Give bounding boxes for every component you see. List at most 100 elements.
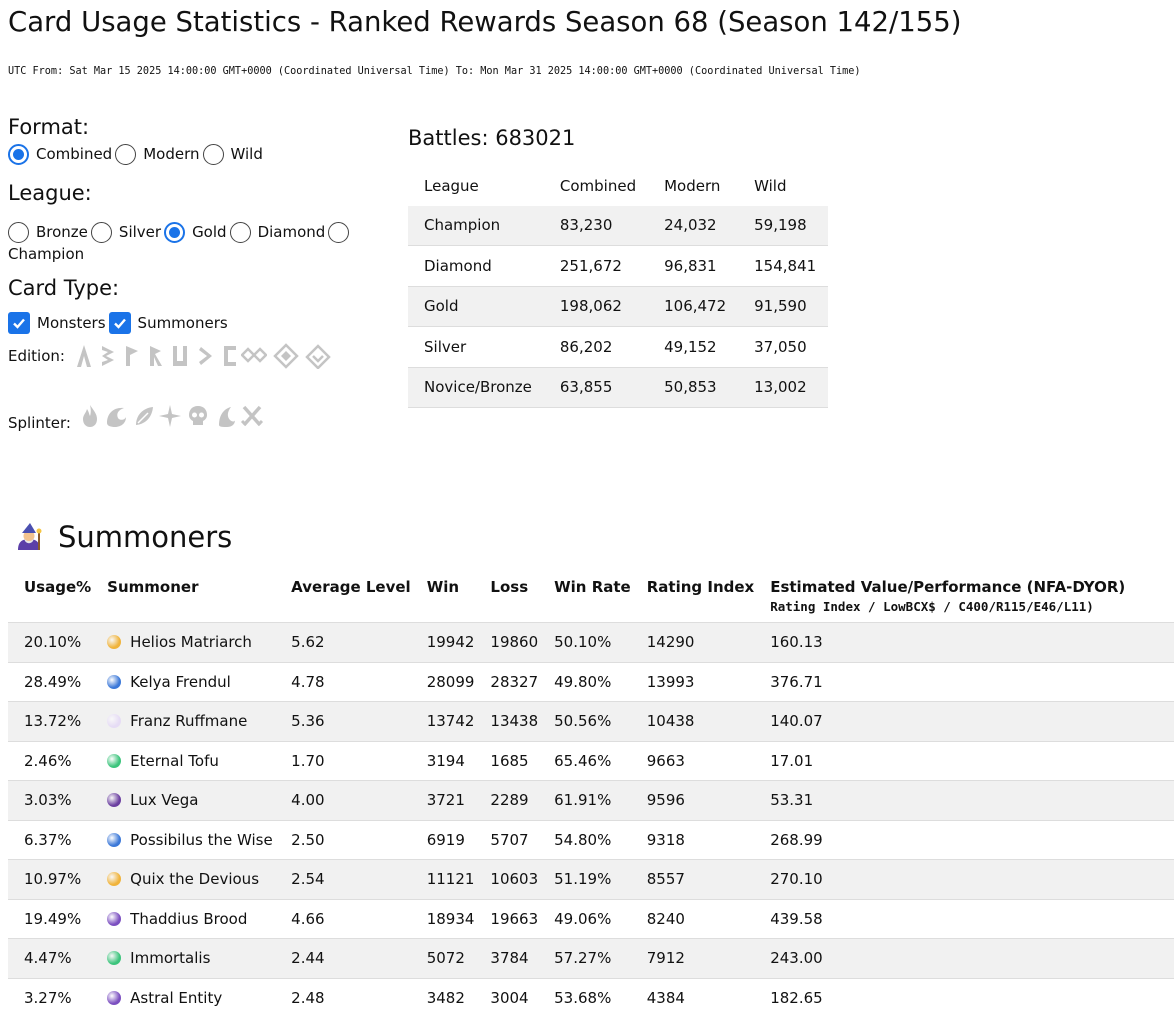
gladius-edition-icon[interactable]	[217, 343, 236, 369]
loss-cell: 2289	[490, 791, 529, 810]
average-level-cell: 2.44	[291, 949, 325, 968]
date-range: UTC From: Sat Mar 15 2025 14:00:00 GMT+0…	[8, 66, 861, 77]
promo-edition-icon[interactable]	[119, 343, 138, 369]
format-option-label: Modern	[143, 145, 200, 163]
neutral-splinter-icon[interactable]	[239, 403, 264, 429]
usage-cell: 2.46%	[24, 751, 72, 770]
dice-edition-icon[interactable]	[193, 343, 212, 369]
win-rate-cell: 51.19%	[554, 870, 612, 889]
win-cell: 3721	[426, 791, 465, 810]
usage-cell: 28.49%	[24, 672, 82, 691]
summoner-name[interactable]: Astral Entity	[130, 988, 223, 1007]
table-row: Champion 83,230 24,032 59,198	[408, 205, 829, 246]
usage-cell: 4.47%	[24, 949, 72, 968]
earth-splinter-icon[interactable]	[131, 403, 153, 429]
format-label: Format:	[8, 115, 90, 139]
table-row: 4.47% Immortalis 2.44 5072 3784 57.27% 7912 243…	[8, 938, 1174, 979]
league-radio-diamond[interactable]	[229, 221, 251, 243]
format-option-combined[interactable]: Combined	[8, 142, 112, 166]
league-radio-gold[interactable]	[164, 221, 186, 243]
format-option-modern[interactable]: Modern	[115, 142, 200, 166]
league-options: Bronze Silver Gold Diamond Champion	[8, 221, 398, 265]
column-header: League	[424, 176, 479, 195]
usage-cell: 13.72%	[24, 712, 82, 731]
win-rate-cell: 50.10%	[554, 633, 612, 652]
untamed-edition-icon[interactable]	[167, 343, 187, 369]
water-splinter-icon[interactable]	[103, 403, 127, 429]
column-header-rating-index[interactable]: Rating Index	[646, 578, 755, 596]
league-option-diamond[interactable]: Diamond	[229, 221, 325, 243]
league-radio-silver[interactable]	[90, 221, 112, 243]
win-cell: 6919	[426, 830, 465, 849]
fire-splinter-icon[interactable]	[77, 403, 99, 429]
column-header-average-level[interactable]: Average Level	[291, 578, 411, 596]
card-type-option-summoners[interactable]: Summoners	[108, 311, 228, 335]
summoner-name[interactable]: Eternal Tofu	[130, 751, 219, 770]
page-title: Card Usage Statistics - Ranked Rewards S…	[8, 6, 962, 38]
summoner-name[interactable]: Possibilus the Wise	[130, 830, 273, 849]
loss-cell: 3784	[490, 949, 529, 968]
summoner-name[interactable]: Kelya Frendul	[130, 672, 231, 691]
beta-edition-icon[interactable]	[95, 343, 114, 369]
format-option-wild[interactable]: Wild	[202, 142, 263, 166]
table-row: 2.46% Eternal Tofu 1.70 3194 1685 65.46% 9663 1…	[8, 741, 1174, 781]
battle-count-cell: 13,002	[754, 378, 807, 397]
format-radio-wild[interactable]	[202, 143, 224, 165]
format-radio-modern[interactable]	[115, 143, 137, 165]
table-row: 3.27% Astral Entity 2.48 3482 3004 53.68% 4384…	[8, 978, 1174, 1017]
format-radio-combined[interactable]	[8, 143, 29, 165]
loss-cell: 19663	[490, 909, 539, 928]
league-option-champion[interactable]	[328, 221, 356, 243]
loss-cell: 10603	[490, 870, 539, 889]
rebellion-edition-icon[interactable]	[305, 343, 331, 370]
loss-cell: 19860	[490, 633, 539, 652]
column-header-win-rate[interactable]: Win Rate	[554, 578, 631, 596]
chaos-legion-edition-icon[interactable]	[240, 343, 268, 369]
summoner-name[interactable]: Immortalis	[130, 949, 211, 968]
league-radio-champion[interactable]	[328, 221, 350, 243]
filter-panel: Format: Combined Modern Wild League: Bro…	[8, 112, 398, 432]
life-splinter-icon[interactable]	[157, 403, 181, 429]
league-option-gold[interactable]: Gold	[164, 221, 227, 243]
loss-cell: 1685	[490, 751, 529, 770]
summoners-checkbox[interactable]	[108, 312, 131, 334]
estimated-value-cell: 140.07	[770, 712, 823, 731]
table-header-row: League Combined Modern Wild	[408, 166, 828, 206]
death-splinter-icon[interactable]	[185, 403, 209, 429]
summoner-cell: Immortalis	[99, 939, 283, 979]
league-option-bronze[interactable]: Bronze	[8, 221, 88, 243]
win-cell: 13742	[426, 712, 475, 731]
average-level-cell: 5.62	[291, 633, 325, 652]
column-header-loss[interactable]: Loss	[490, 578, 529, 596]
card-type-option-monsters[interactable]: Monsters	[8, 311, 106, 335]
rift-watchers-edition-icon[interactable]	[273, 343, 299, 369]
battle-count-cell: 49,152	[664, 337, 717, 356]
battle-count-cell: 83,230	[559, 216, 613, 235]
loss-cell: 5707	[490, 830, 529, 849]
league-battles-table: League Combined Modern Wild Champion 83,2…	[408, 166, 829, 408]
splinter-dot-icon	[107, 635, 122, 650]
column-header-estimated-value[interactable]: Estimated Value/Performance (NFA-DYOR) Ra…	[762, 572, 1174, 623]
column-header-summoner[interactable]: Summoner	[107, 578, 199, 596]
monsters-checkbox[interactable]	[8, 312, 30, 334]
table-row: 28.49% Kelya Frendul 4.78 28099 28327 49.80% 1…	[8, 662, 1174, 702]
summoner-name[interactable]: Thaddius Brood	[130, 909, 248, 928]
alpha-edition-icon[interactable]	[71, 343, 91, 369]
summoner-cell: Quix the Devious	[99, 860, 283, 900]
battle-count-cell: 63,855	[559, 378, 613, 397]
summoner-name[interactable]: Lux Vega	[130, 791, 199, 810]
summoner-name[interactable]: Helios Matriarch	[130, 633, 252, 652]
summoner-cell: Lux Vega	[99, 781, 283, 821]
summoner-name[interactable]: Quix the Devious	[130, 870, 260, 889]
dragon-splinter-icon[interactable]	[213, 403, 235, 429]
reward-edition-icon[interactable]	[143, 343, 162, 369]
summoner-cell: Franz Ruffmane	[99, 702, 283, 742]
summoner-name[interactable]: Franz Ruffmane	[130, 712, 248, 731]
league-radio-bronze[interactable]	[8, 221, 29, 243]
league-option-silver[interactable]: Silver	[90, 221, 161, 243]
column-header-win[interactable]: Win	[426, 578, 460, 596]
average-level-cell: 2.50	[291, 830, 325, 849]
league-name-cell: Diamond	[424, 256, 492, 275]
loss-cell: 28327	[490, 672, 539, 691]
column-header-usage[interactable]: Usage%	[24, 578, 92, 596]
